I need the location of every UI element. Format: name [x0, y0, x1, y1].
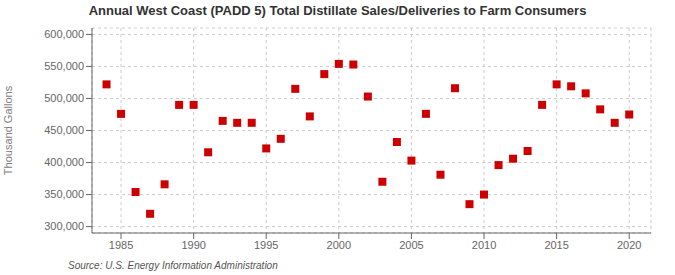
svg-text:Thousand Gallons: Thousand Gallons	[8, 85, 14, 175]
svg-text:2015: 2015	[544, 239, 568, 251]
svg-text:550,000: 550,000	[44, 60, 84, 72]
svg-text:400,000: 400,000	[44, 156, 84, 168]
svg-text:600,000: 600,000	[44, 28, 84, 40]
svg-text:2010: 2010	[472, 239, 496, 251]
svg-text:1990: 1990	[181, 239, 205, 251]
svg-text:450,000: 450,000	[44, 124, 84, 136]
html-text:Annual West Coast (PADD 5) Tot: Annual West Coast (PADD 5) Total Distill…	[88, 3, 587, 18]
svg-text:500,000: 500,000	[44, 92, 84, 104]
svg-text:1995: 1995	[254, 239, 278, 251]
svg-text:1985: 1985	[109, 239, 133, 251]
svg-text:300,000: 300,000	[44, 220, 84, 232]
svg-text:2000: 2000	[327, 239, 351, 251]
svg-text:2020: 2020	[617, 239, 641, 251]
svg-text:350,000: 350,000	[44, 188, 84, 200]
html-text:Source: U.S. Energy Informatio: Source: U.S. Energy Information Administ…	[68, 260, 278, 271]
svg-text:2005: 2005	[399, 239, 423, 251]
